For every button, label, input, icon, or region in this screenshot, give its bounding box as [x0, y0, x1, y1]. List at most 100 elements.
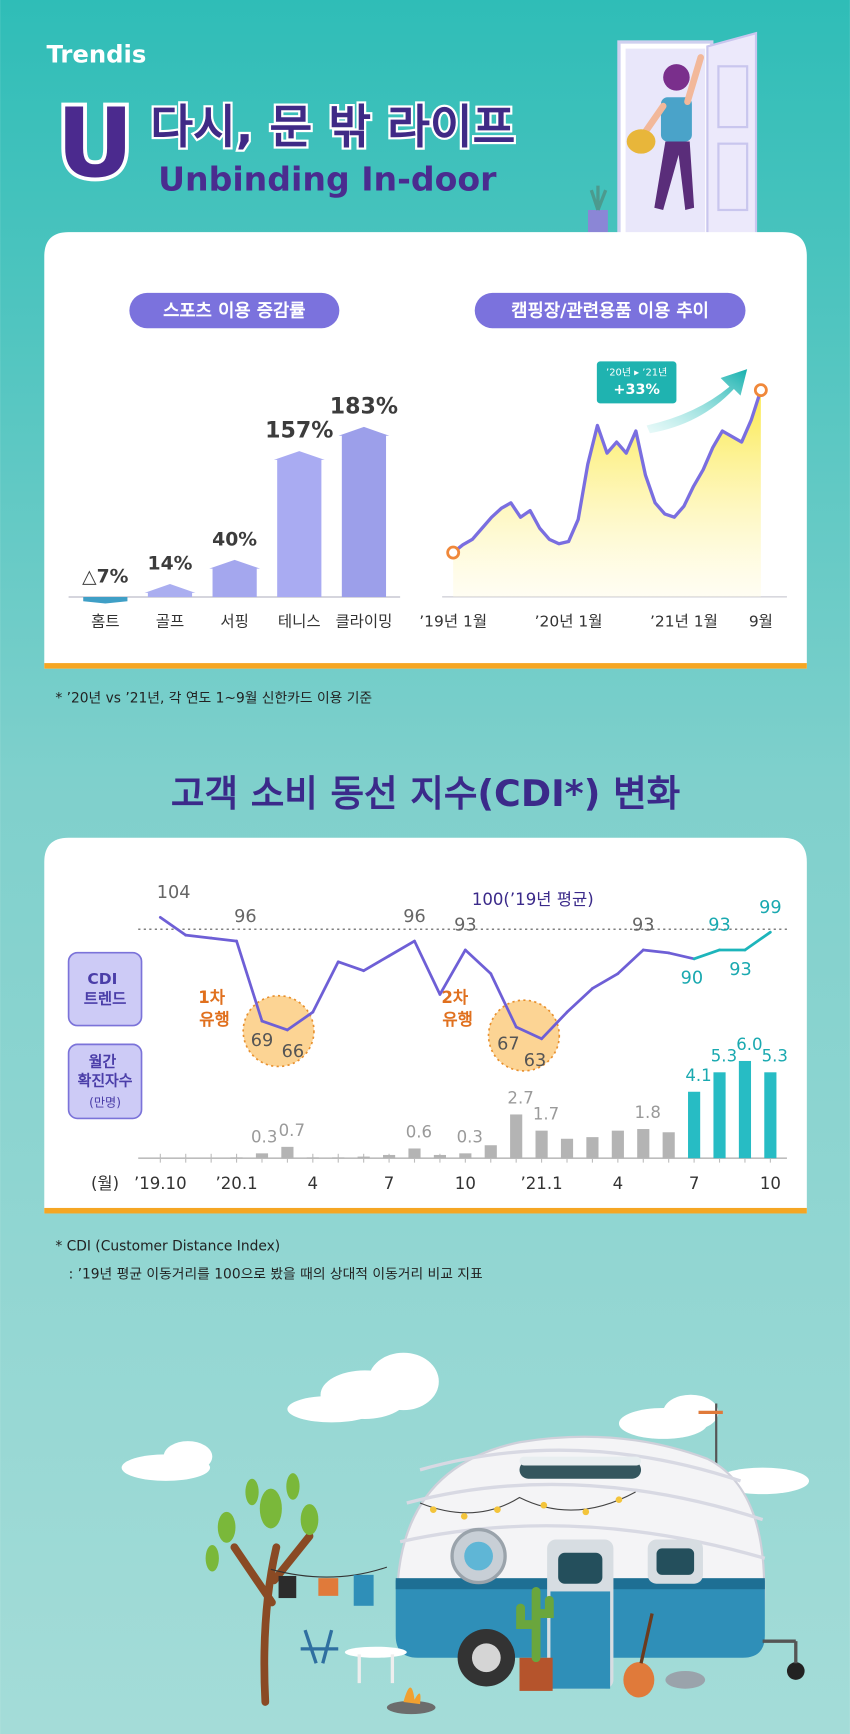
- x-tick-label: ’20년 1월: [535, 613, 603, 631]
- x-tick-label: ’19.10: [134, 1174, 187, 1193]
- annotation: ’20년 ▸ ’21년: [606, 366, 667, 378]
- legend-box: [67, 1043, 143, 1120]
- x-tick-label: 7: [384, 1174, 395, 1193]
- value-label: 157%: [265, 418, 333, 444]
- value-label: 0.3: [457, 1127, 483, 1146]
- bar: [459, 1153, 472, 1159]
- bar: [484, 1145, 497, 1159]
- line-segment: [692, 948, 721, 961]
- card: [44, 837, 807, 1214]
- value-label: 96: [403, 907, 426, 927]
- reference-label: 100(’19년 평균): [472, 890, 594, 909]
- end-marker: [753, 383, 768, 398]
- line-segment: [591, 972, 620, 990]
- x-tick-label: 4: [308, 1174, 319, 1193]
- value-label: 5.3: [711, 1046, 737, 1065]
- value-label: 0.6: [406, 1123, 432, 1142]
- x-tick-label: ’20.1: [215, 1174, 257, 1193]
- bar: [255, 1153, 269, 1159]
- value-label: 90: [681, 969, 704, 989]
- x-tick-label: 서핑: [220, 613, 248, 631]
- bar: [383, 1154, 396, 1159]
- value-label: 69: [251, 1031, 273, 1051]
- line-segment: [514, 1025, 543, 1041]
- value-label: 1.7: [533, 1105, 559, 1124]
- x-tick-label: 9월: [749, 613, 773, 631]
- line-segment: [463, 948, 493, 976]
- bar: [688, 1091, 701, 1159]
- section-title: 고객 소비 동선 지수(CDI*) 변화: [171, 772, 680, 815]
- bar: [662, 1132, 675, 1159]
- bar: [209, 559, 261, 597]
- bar-chart: 스포츠 이용 증감률 △7% 홈트 14% 골프 40% 서핑 157% 테니스 183% 클라이밍: [68, 292, 401, 631]
- line-segment: [209, 936, 238, 943]
- line-chart: 캠핑장/관련용품 이용 추이 ’19년 1월 ’20년 1월 ’21년 1월 9월 ’20…: [419, 292, 787, 631]
- value-label: 93: [454, 916, 477, 936]
- x-tick-label: 10: [760, 1174, 781, 1193]
- bar: [281, 1146, 294, 1159]
- line-segment: [336, 960, 366, 973]
- highlight: [487, 999, 561, 1072]
- annotation: 1차 유행: [198, 987, 231, 1028]
- line: [452, 389, 763, 554]
- bar: [273, 451, 325, 597]
- bar: [332, 1157, 345, 1159]
- legend-unit: (만명): [89, 1095, 121, 1109]
- value-label: 96: [234, 907, 256, 927]
- annotation: +33%: [613, 382, 659, 398]
- bar: [560, 1138, 574, 1159]
- legend-box: [67, 951, 143, 1027]
- brand: Trendis: [46, 39, 146, 68]
- chart-title: 캠핑장/관련용품 이용 추이: [511, 301, 709, 322]
- annotation-box: [596, 361, 677, 404]
- line-segment: [387, 939, 416, 958]
- footnote: * ’20년 vs ’21년, 각 연도 1~9월 신한카드 이용 기준: [55, 690, 372, 706]
- x-tick-label: 골프: [156, 613, 184, 631]
- value-label: 6.0: [736, 1035, 762, 1054]
- bar: [611, 1130, 624, 1159]
- x-tick-label: 4: [613, 1174, 624, 1193]
- value-label: 104: [157, 883, 191, 903]
- annotation: 2차 유행: [441, 987, 474, 1028]
- bar: [738, 1060, 752, 1159]
- legend-label: 월간 확진자수: [78, 1053, 133, 1090]
- trend-arrow: [646, 369, 748, 434]
- x-tick-label: ’21년 1월: [650, 613, 718, 631]
- line-segment: [235, 939, 264, 1023]
- combo-chart: 1차 유행 2차 유행 100(’19년 평균) ’19.10 ’20.1 4 7 10 ’21…: [67, 883, 788, 1193]
- bar: [586, 1137, 599, 1159]
- chart-title-pill: [129, 292, 340, 329]
- title: 다시, 문 밖 라이프: [150, 100, 515, 154]
- line-segment: [311, 960, 340, 1014]
- x-tick-label: 홈트: [91, 613, 119, 631]
- value-label: 66: [282, 1042, 305, 1062]
- value-label: 1.8: [635, 1103, 661, 1122]
- bar: [338, 426, 390, 597]
- x-tick-label: 7: [689, 1174, 700, 1193]
- x-tick-label: 테니스: [278, 613, 321, 631]
- value-label: 0.3: [251, 1127, 277, 1146]
- value-label: 93: [632, 916, 655, 936]
- x-tick-label: 클라이밍: [335, 613, 392, 631]
- line-segment: [438, 948, 467, 996]
- note: * CDI (Customer Distance Index): [55, 1239, 280, 1255]
- line-segment: [667, 951, 696, 961]
- value-label: 40%: [212, 529, 257, 550]
- x-tick-label: ’21.1: [521, 1174, 563, 1193]
- bar: [230, 1157, 243, 1159]
- line-segment: [362, 954, 391, 973]
- bar: [764, 1072, 777, 1159]
- bar: [144, 583, 196, 597]
- bar: [83, 596, 128, 604]
- area: [453, 390, 761, 597]
- chart-title: 스포츠 이용 증감률: [163, 301, 305, 322]
- value-label: 63: [524, 1051, 547, 1071]
- value-label: △7%: [82, 567, 128, 588]
- bar: [637, 1129, 650, 1159]
- bar: [713, 1072, 726, 1159]
- line-segment: [286, 1010, 315, 1032]
- note: : ’19년 평균 이동거리를 100으로 봤을 때의 상대적 이동거리 비교 …: [69, 1266, 483, 1282]
- subtitle: Unbinding In-door: [158, 160, 497, 199]
